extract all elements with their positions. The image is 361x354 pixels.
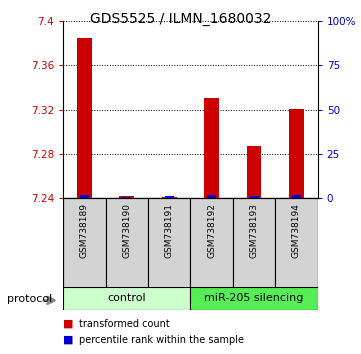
Text: protocol: protocol <box>7 294 52 304</box>
Text: GSM738193: GSM738193 <box>249 203 258 258</box>
Bar <box>119 196 134 198</box>
Text: GSM738190: GSM738190 <box>122 203 131 258</box>
Text: GSM738194: GSM738194 <box>292 203 301 258</box>
Bar <box>105 198 148 289</box>
Bar <box>292 195 301 198</box>
Text: GDS5525 / ILMN_1680032: GDS5525 / ILMN_1680032 <box>90 12 271 27</box>
Text: GSM738191: GSM738191 <box>165 203 174 258</box>
Bar <box>165 196 174 198</box>
Bar <box>148 198 191 289</box>
Bar <box>191 287 318 310</box>
Bar <box>63 287 191 310</box>
Bar <box>80 195 89 198</box>
Bar <box>191 198 233 289</box>
Bar <box>162 197 177 198</box>
Text: GSM738189: GSM738189 <box>80 203 89 258</box>
Text: control: control <box>108 293 146 303</box>
Text: miR-205 silencing: miR-205 silencing <box>204 293 304 303</box>
Bar <box>63 198 105 289</box>
Bar <box>275 198 318 289</box>
Bar <box>289 109 304 198</box>
Bar <box>233 198 275 289</box>
Text: GSM738192: GSM738192 <box>207 203 216 258</box>
Text: ■: ■ <box>63 335 74 345</box>
Bar <box>122 197 131 198</box>
Text: ■: ■ <box>63 319 74 329</box>
Bar <box>247 146 261 198</box>
Bar <box>207 195 216 198</box>
Bar <box>249 196 258 198</box>
Text: percentile rank within the sample: percentile rank within the sample <box>79 335 244 345</box>
Bar <box>77 38 92 198</box>
Bar <box>204 98 219 198</box>
Text: transformed count: transformed count <box>79 319 170 329</box>
